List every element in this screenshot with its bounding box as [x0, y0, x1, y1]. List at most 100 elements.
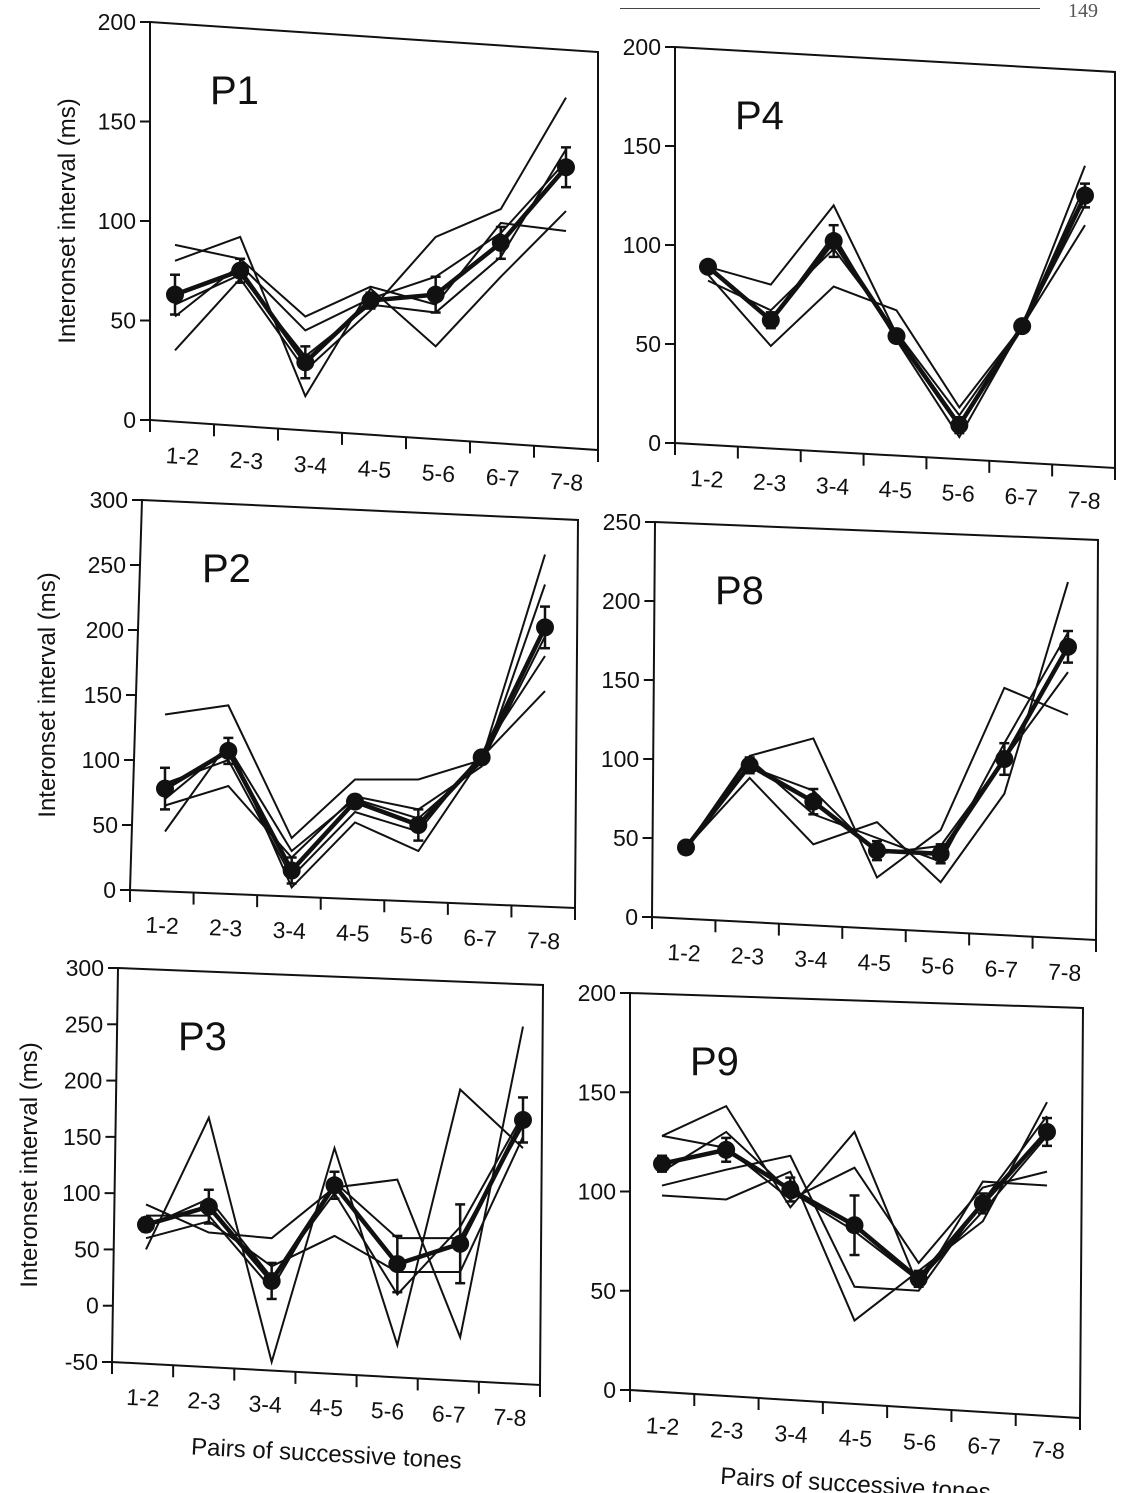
- series-line-2: [661, 1101, 1048, 1323]
- x-tick-label: 7-8: [493, 1404, 528, 1432]
- series-line-2: [174, 210, 567, 399]
- page-number: 149: [1068, 0, 1098, 22]
- mean-point: [296, 353, 315, 372]
- series-line-2: [685, 581, 1069, 884]
- x-tick-label: 4-5: [309, 1394, 344, 1422]
- y-tick-label: 100: [601, 746, 639, 772]
- mean-point: [325, 1176, 344, 1195]
- x-tick-label: 2-3: [209, 914, 243, 941]
- mean-point: [653, 1154, 671, 1173]
- panel-p1: 0 50 100 150 200 1-2 2-3 3-4 4-5 5-6 6-7 7-8 P1 Inter…: [54, 9, 599, 496]
- panel-p9: 0 50 100 150 200 1-2 2-3 3-4 4-5 5-6 6-7 7-8 P9 Pairs…: [578, 980, 1085, 1493]
- x-tick-label: 1-2: [667, 939, 701, 967]
- x-tick-label: 2-3: [710, 1416, 745, 1444]
- mean-point: [219, 741, 238, 760]
- x-tick-label: 7-8: [1047, 959, 1081, 987]
- series-line-1: [707, 165, 1086, 425]
- mean-point: [677, 838, 695, 857]
- y-tick-label: 250: [603, 509, 641, 535]
- x-tick-label: 3-4: [815, 472, 850, 500]
- y-tick-label: 300: [90, 487, 128, 513]
- y-tick-label: 100: [578, 1179, 616, 1205]
- y-tick-label: 0: [86, 1293, 99, 1319]
- x-tick-label: 1-2: [645, 1412, 680, 1440]
- y-tick-label: 150: [84, 682, 122, 708]
- x-tick-label: 6-7: [485, 464, 520, 492]
- panel-label: P8: [715, 569, 764, 613]
- x-axis-label: Pairs of successive tones: [719, 1463, 991, 1493]
- x-tick-label: 7-8: [549, 468, 584, 496]
- mean-point: [995, 750, 1014, 768]
- y-axis-label: Interonset interval (ms): [34, 572, 61, 817]
- y-tick-label: 250: [65, 1011, 103, 1037]
- mean-point: [426, 285, 445, 304]
- y-tick-label: 200: [623, 34, 661, 60]
- panel-label: P2: [202, 547, 251, 591]
- panel-label: P4: [735, 94, 784, 138]
- y-tick-label: 50: [613, 825, 639, 851]
- y-axis-label: Interonset interval (ms): [16, 1042, 43, 1287]
- x-tick-label: 6-7: [1004, 483, 1039, 511]
- y-tick-label: 0: [123, 407, 136, 433]
- panel-p8: 0 50 100 150 200 250 1-2 2-3 3-4 4-5 5-6 6-7 7-8 P8: [601, 509, 1100, 987]
- y-tick-label: 0: [603, 1377, 616, 1403]
- series-line-2: [164, 690, 546, 890]
- y-tick-label: 50: [590, 1278, 616, 1304]
- y-tick-label: 50: [92, 812, 118, 838]
- mean-point: [156, 779, 174, 798]
- header-rule: [620, 8, 1040, 9]
- y-tick-label: 150: [98, 109, 136, 135]
- y-tick-label: 200: [578, 980, 616, 1006]
- y-tick-label: 250: [88, 552, 126, 578]
- x-tick-label: 6-7: [463, 924, 497, 951]
- y-tick-label: 0: [625, 904, 638, 930]
- x-tick-label: 2-3: [752, 468, 787, 496]
- y-tick-label: 200: [86, 617, 124, 643]
- series-line-2: [145, 1087, 524, 1366]
- x-tick-label: 4-5: [857, 949, 891, 977]
- mean-point: [282, 861, 301, 880]
- panel-label: P3: [178, 1015, 227, 1059]
- y-tick-label: 150: [623, 133, 661, 159]
- mean-point: [973, 1194, 992, 1213]
- mean-point: [557, 158, 575, 177]
- mean-point: [740, 756, 759, 775]
- mean-point: [491, 233, 510, 252]
- y-axis-label: Interonset interval (ms): [54, 98, 81, 343]
- x-tick-label: 6-7: [431, 1400, 466, 1428]
- mean-point: [1059, 637, 1077, 656]
- x-tick-label: 3-4: [248, 1390, 283, 1418]
- x-tick-label: 1-2: [126, 1384, 161, 1412]
- mean-point: [346, 792, 364, 811]
- mean-point: [824, 232, 843, 251]
- mean-point: [887, 327, 906, 346]
- y-tick-label: 200: [98, 9, 136, 35]
- x-tick-label: 3-4: [794, 945, 829, 973]
- y-tick-label: 50: [110, 308, 136, 334]
- mean-point: [950, 416, 969, 435]
- mean-point: [761, 311, 780, 330]
- x-tick-label: 5-6: [902, 1428, 937, 1456]
- x-tick-label: 5-6: [370, 1397, 405, 1425]
- mean-point: [909, 1269, 928, 1288]
- mean-point: [717, 1140, 736, 1159]
- series-line-5: [174, 148, 567, 358]
- x-tick-label: 4-5: [878, 476, 913, 504]
- mean-point: [514, 1110, 532, 1129]
- mean-point: [199, 1197, 218, 1216]
- panel-p3: -50 0 50 100 150 200 250 300 1-2 2-3 3-4 4-5 5-6 6-7 7…: [16, 955, 545, 1475]
- mean-point: [1038, 1122, 1056, 1141]
- mean-point: [231, 261, 250, 280]
- x-tick-label: 4-5: [336, 919, 370, 946]
- mean-point: [472, 748, 491, 767]
- x-tick-label: 2-3: [229, 446, 264, 474]
- x-tick-label: 3-4: [774, 1420, 809, 1448]
- y-tick-label: 100: [98, 208, 136, 234]
- y-tick-label: 100: [62, 1180, 100, 1206]
- mean-point: [409, 816, 428, 834]
- mean-point: [361, 291, 380, 310]
- y-tick-label: 300: [66, 955, 104, 981]
- mean-point: [931, 844, 950, 863]
- panel-p4: 0 50 100 150 200 1-2 2-3 3-4 4-5 5-6 6-7 7-8 P4: [623, 34, 1116, 514]
- x-tick-label: 3-4: [293, 451, 328, 479]
